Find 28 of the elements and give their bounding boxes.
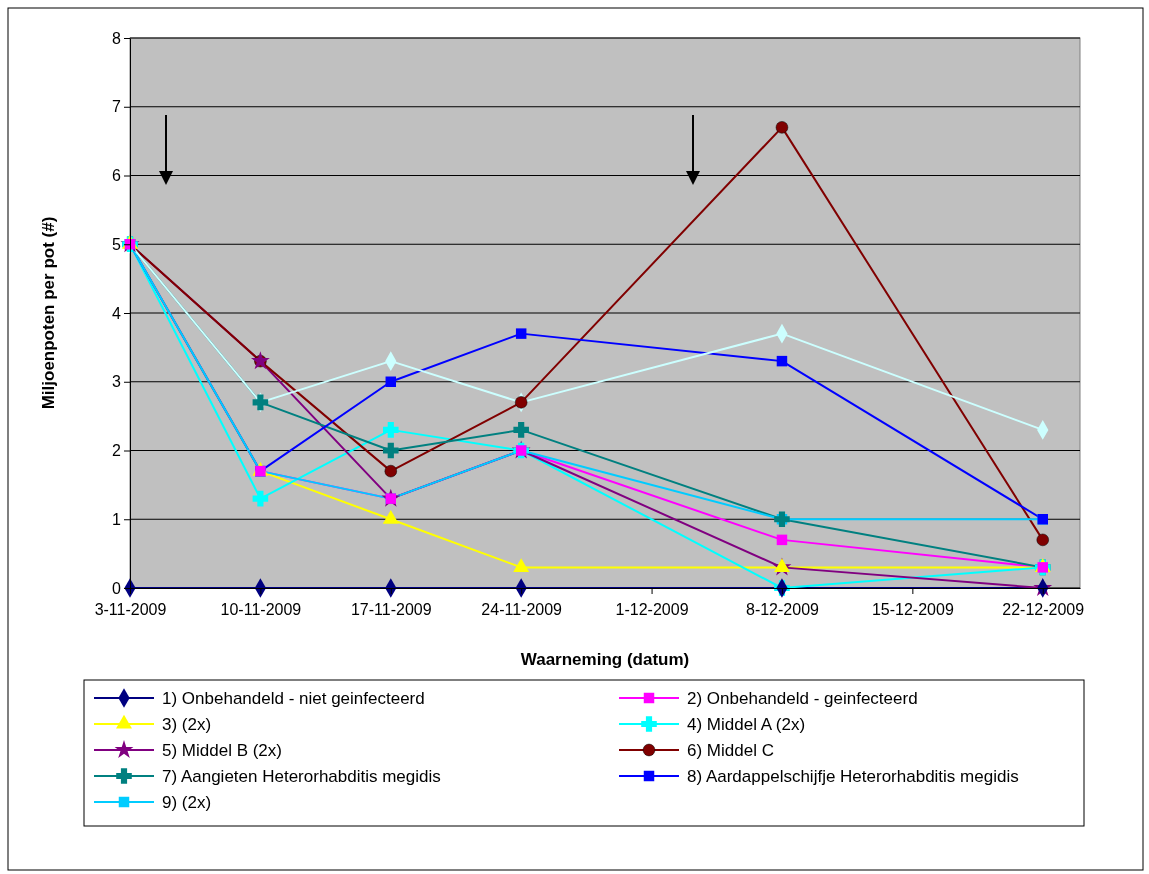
legend-label: 8) Aardappelschijfje Heterorhabditis megidis <box>687 767 1019 786</box>
x-tick-label: 17-11-2009 <box>350 600 432 618</box>
y-tick-label: 1 <box>112 510 122 528</box>
legend-label: 9) (2x) <box>162 793 212 812</box>
x-tick-label: 15-12-2009 <box>871 600 954 618</box>
legend-label: 6) Middel C <box>687 741 774 760</box>
y-axis-title: Miljoenpoten per pot (#) <box>39 216 58 410</box>
legend-label: 2) Onbehandeld - geinfecteerd <box>687 689 918 708</box>
y-tick-label: 5 <box>112 235 122 253</box>
x-axis-title: Waarneming (datum) <box>520 650 690 669</box>
y-tick-label: 7 <box>112 98 122 116</box>
y-tick-label: 2 <box>112 442 122 460</box>
x-tick-label: 8-12-2009 <box>745 600 820 618</box>
y-tick-label: 6 <box>112 167 122 185</box>
x-tick-label: 1-12-2009 <box>615 600 689 618</box>
x-tick-label: 3-11-2009 <box>94 600 167 618</box>
x-tick-label: 22-12-2009 <box>1002 600 1085 618</box>
y-tick-label: 0 <box>112 579 122 597</box>
y-tick-label: 8 <box>112 29 122 47</box>
legend-label: 1) Onbehandeld - niet geinfecteerd <box>162 689 425 708</box>
legend-label: 4) Middel A (2x) <box>687 715 806 734</box>
legend-label: 7) Aangieten Heterorhabditis megidis <box>162 767 441 786</box>
legend-label: 3) (2x) <box>162 715 212 734</box>
y-tick-label: 4 <box>112 304 122 322</box>
legend-label: 5) Middel B (2x) <box>162 741 282 760</box>
x-tick-label: 24-11-2009 <box>481 600 563 618</box>
y-tick-label: 3 <box>112 373 122 391</box>
x-tick-label: 10-11-2009 <box>220 600 302 618</box>
